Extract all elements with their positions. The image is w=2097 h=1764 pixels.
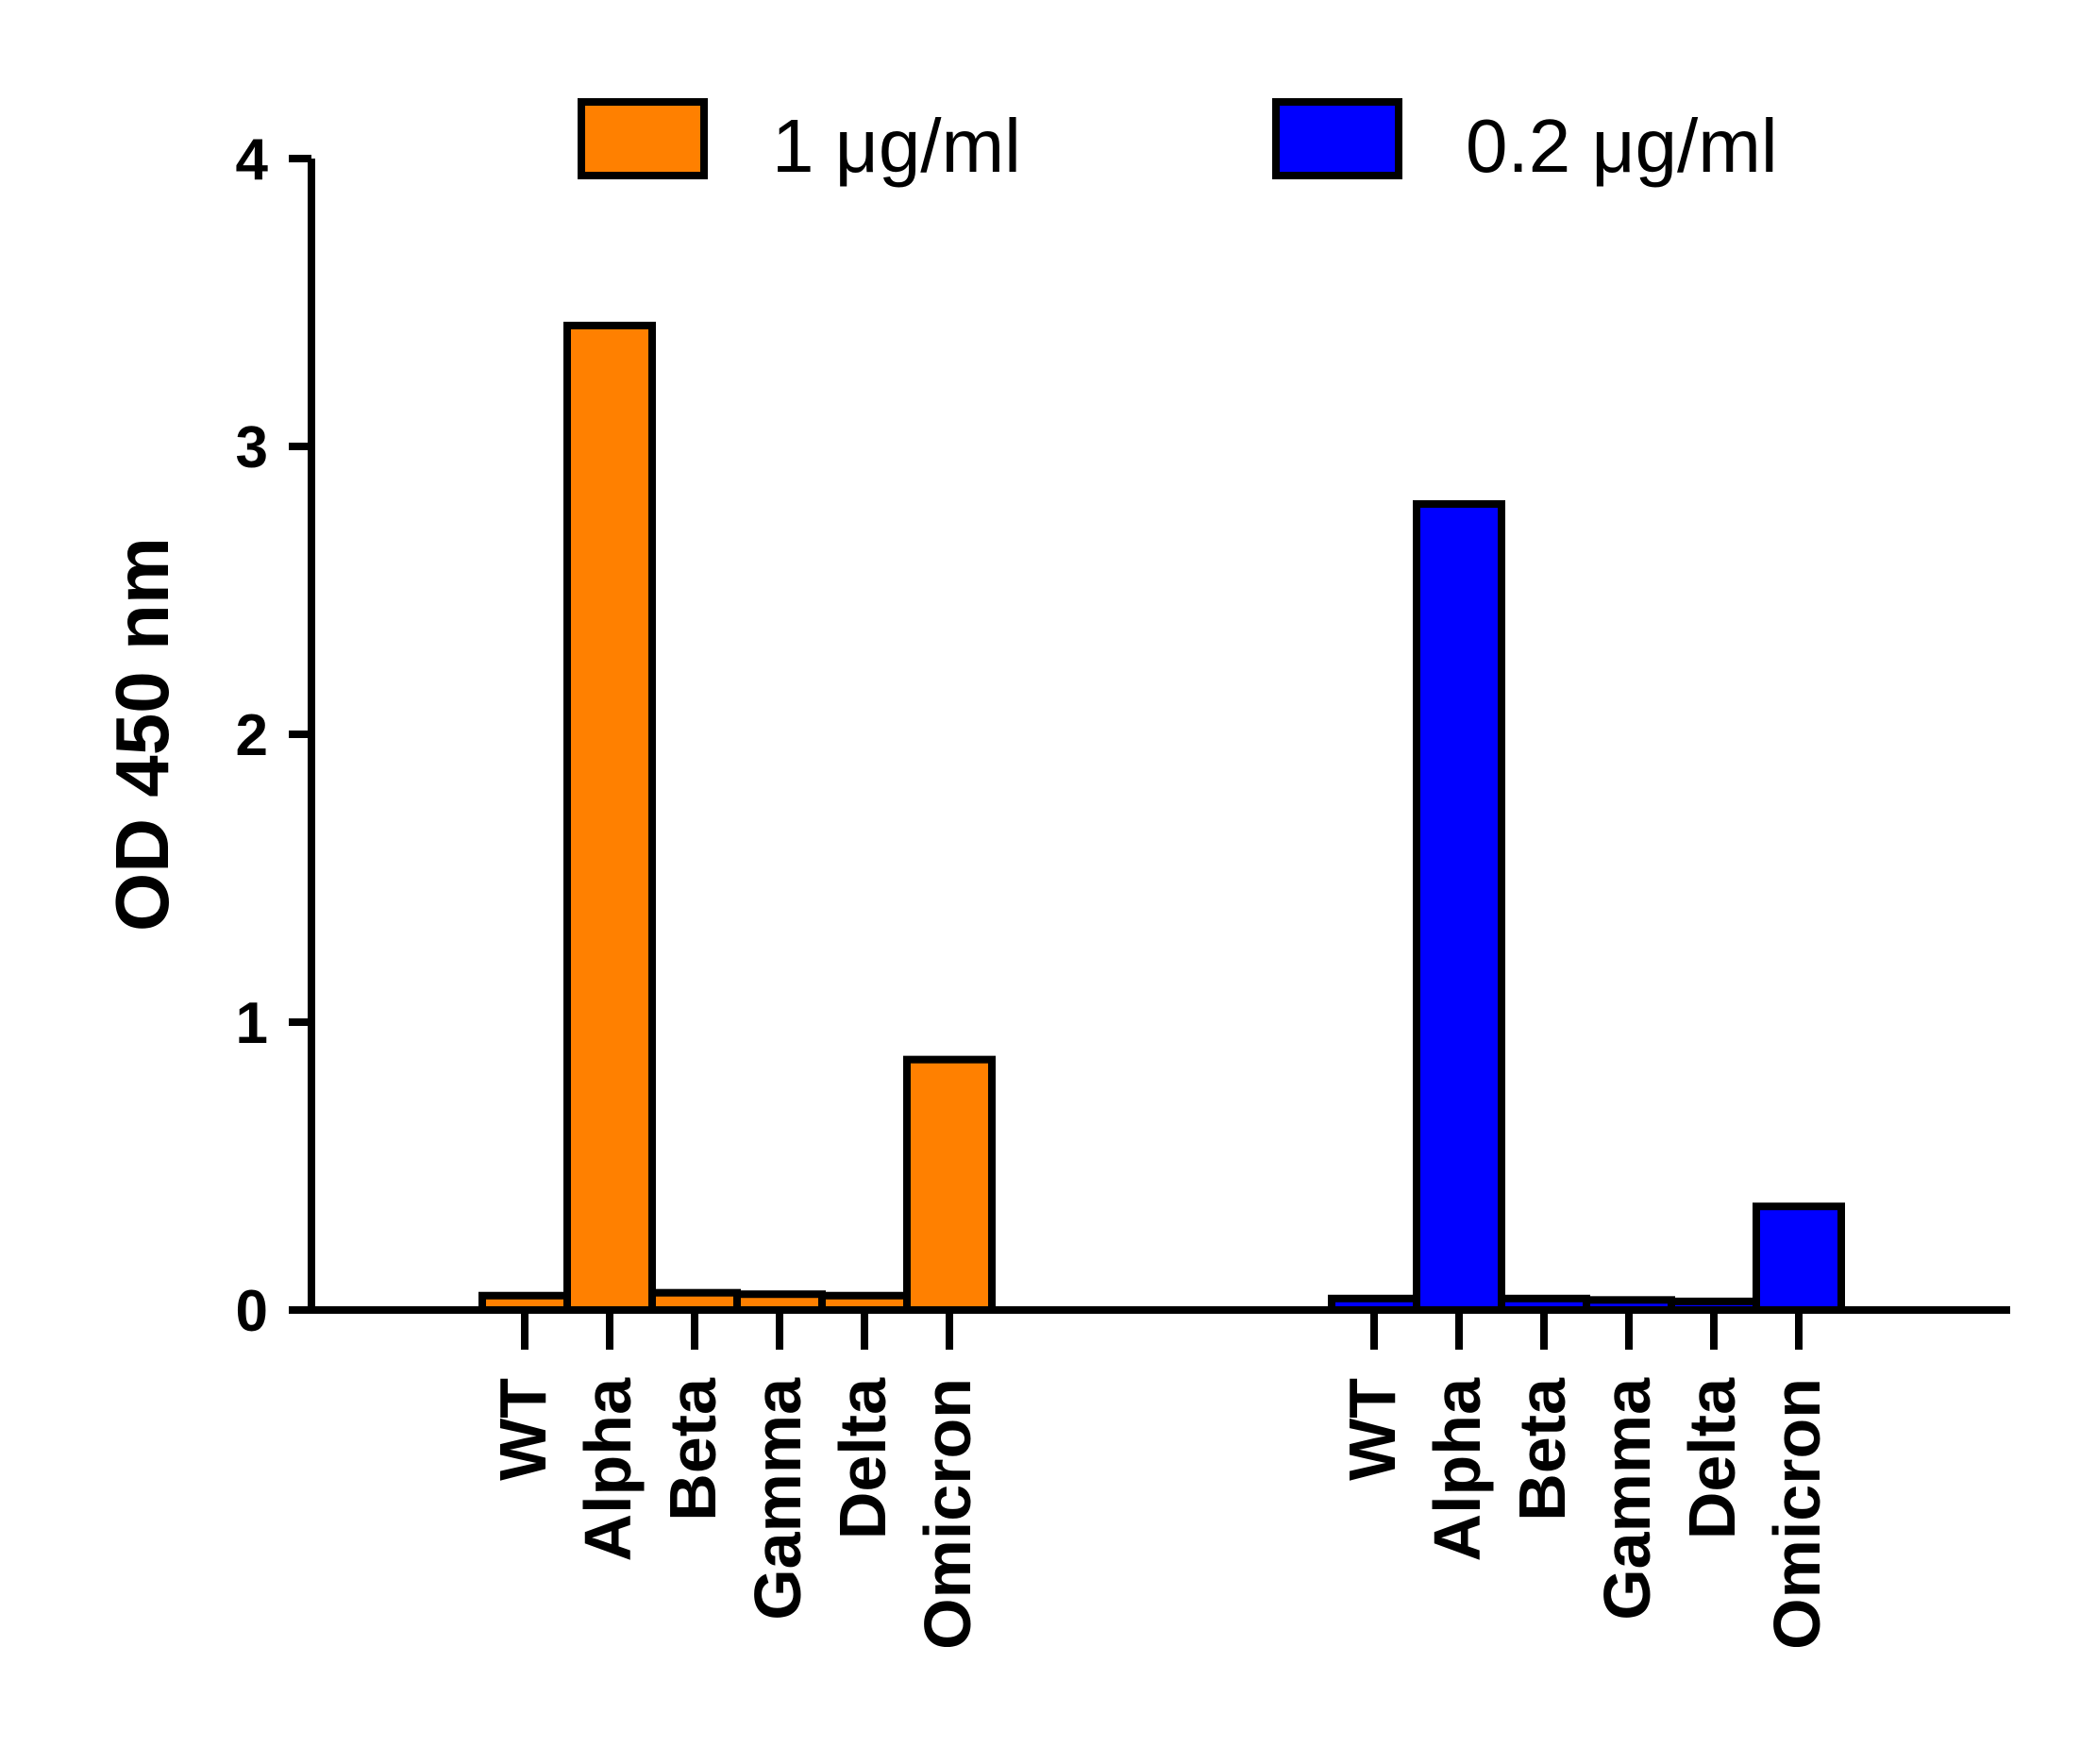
bar-low-omicron <box>1753 1202 1845 1314</box>
legend-label: 1 μg/ml <box>772 104 1021 188</box>
x-category-label: Omicron <box>911 1378 984 1650</box>
y-tick-label: 0 <box>236 1279 268 1344</box>
y-axis-title: OD 450 nm <box>100 537 184 932</box>
y-tick-label: 4 <box>236 127 269 193</box>
legend-swatch <box>1272 98 1402 179</box>
bars <box>478 321 1845 1315</box>
y-tick-label: 3 <box>236 415 268 480</box>
x-category-label: WT <box>1335 1378 1409 1481</box>
x-category-label: Gamma <box>741 1377 814 1621</box>
legend: 1 μg/ml 0.2 μg/ml <box>578 98 1778 188</box>
y-ticks: 0 1 2 3 4 <box>236 127 311 1344</box>
legend-swatch <box>578 98 708 179</box>
x-category-label: Delta <box>1675 1377 1749 1539</box>
bar-low-alpha <box>1413 500 1505 1314</box>
axes <box>308 159 2010 1314</box>
x-category-label: Alpha <box>1420 1377 1494 1562</box>
x-category-label: Omicron <box>1760 1378 1834 1650</box>
x-category-label: Beta <box>656 1377 730 1521</box>
x-category-label: Delta <box>826 1377 899 1539</box>
bar-high-omicron <box>903 1055 996 1315</box>
x-category-label: WT <box>486 1378 560 1481</box>
x-category-label: Alpha <box>571 1377 645 1562</box>
x-ticks: WT Alpha Beta Gamma Delta Omicron WT Alpha Beta G… <box>486 1314 1834 1650</box>
y-tick-label: 2 <box>236 703 268 768</box>
bar-high-alpha <box>563 321 656 1314</box>
y-tick-label: 1 <box>236 991 268 1056</box>
x-category-label: Beta <box>1505 1377 1579 1521</box>
x-category-label: Gamma <box>1590 1377 1664 1621</box>
legend-label: 0.2 μg/ml <box>1466 104 1778 188</box>
